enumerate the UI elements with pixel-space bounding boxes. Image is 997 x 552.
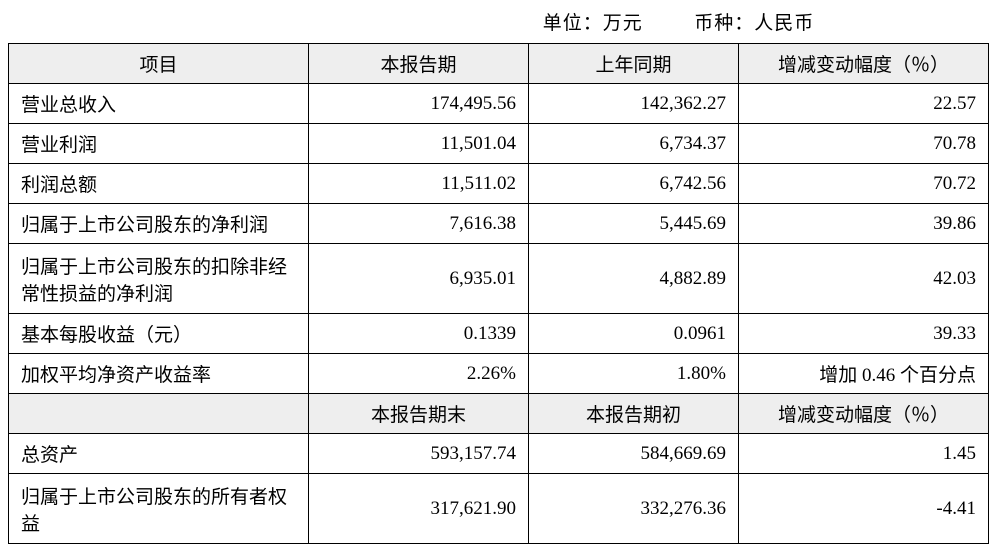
- row-change: 70.78: [739, 124, 989, 164]
- table-row: 营业总收入 174,495.56 142,362.27 22.57: [9, 84, 989, 124]
- table-row: 归属于上市公司股东的净利润 7,616.38 5,445.69 39.86: [9, 204, 989, 244]
- table-row: 营业利润 11,501.04 6,734.37 70.78: [9, 124, 989, 164]
- col-header-item-blank: [9, 394, 309, 434]
- row-prior: 1.80%: [529, 354, 739, 394]
- row-current: 11,501.04: [309, 124, 529, 164]
- table-header-row-1: 项目 本报告期 上年同期 增减变动幅度（％）: [9, 44, 989, 84]
- col-header-change: 增减变动幅度（％）: [739, 44, 989, 84]
- col-header-prior: 上年同期: [529, 44, 739, 84]
- row-current: 174,495.56: [309, 84, 529, 124]
- row-current: 6,935.01: [309, 244, 529, 314]
- unit-label: 单位：万元: [543, 13, 643, 34]
- row-prior: 4,882.89: [529, 244, 739, 314]
- row-current: 0.1339: [309, 314, 529, 354]
- row-prior: 584,669.69: [529, 434, 739, 474]
- row-change: 增加 0.46 个百分点: [739, 354, 989, 394]
- row-label: 加权平均净资产收益率: [9, 354, 309, 394]
- row-prior: 6,734.37: [529, 124, 739, 164]
- row-prior: 332,276.36: [529, 474, 739, 544]
- table-row: 加权平均净资产收益率 2.26% 1.80% 增加 0.46 个百分点: [9, 354, 989, 394]
- row-label: 营业总收入: [9, 84, 309, 124]
- table-header-row-2: 本报告期末 本报告期初 增减变动幅度（％）: [9, 394, 989, 434]
- row-prior: 6,742.56: [529, 164, 739, 204]
- table-row: 基本每股收益（元） 0.1339 0.0961 39.33: [9, 314, 989, 354]
- row-change: 22.57: [739, 84, 989, 124]
- row-prior: 0.0961: [529, 314, 739, 354]
- col-header-current: 本报告期: [309, 44, 529, 84]
- row-current: 2.26%: [309, 354, 529, 394]
- col-header-current-end: 本报告期末: [309, 394, 529, 434]
- currency-label: 币种：人民币: [694, 13, 814, 34]
- row-change: 39.86: [739, 204, 989, 244]
- col-header-change-2: 增减变动幅度（％）: [739, 394, 989, 434]
- row-label: 归属于上市公司股东的净利润: [9, 204, 309, 244]
- row-label: 归属于上市公司股东的所有者权益: [9, 474, 309, 544]
- row-label: 营业利润: [9, 124, 309, 164]
- row-current: 11,511.02: [309, 164, 529, 204]
- row-change: -4.41: [739, 474, 989, 544]
- row-prior: 5,445.69: [529, 204, 739, 244]
- row-change: 1.45: [739, 434, 989, 474]
- table-row: 归属于上市公司股东的扣除非经常性损益的净利润 6,935.01 4,882.89…: [9, 244, 989, 314]
- row-label: 基本每股收益（元）: [9, 314, 309, 354]
- row-change: 39.33: [739, 314, 989, 354]
- row-label: 利润总额: [9, 164, 309, 204]
- row-change: 42.03: [739, 244, 989, 314]
- row-label: 归属于上市公司股东的扣除非经常性损益的净利润: [9, 244, 309, 314]
- table-row: 总资产 593,157.74 584,669.69 1.45: [9, 434, 989, 474]
- row-current: 317,621.90: [309, 474, 529, 544]
- table-row: 利润总额 11,511.02 6,742.56 70.72: [9, 164, 989, 204]
- row-current: 593,157.74: [309, 434, 529, 474]
- col-header-current-begin: 本报告期初: [529, 394, 739, 434]
- row-label: 总资产: [9, 434, 309, 474]
- row-change: 70.72: [739, 164, 989, 204]
- financial-table: 项目 本报告期 上年同期 增减变动幅度（％） 营业总收入 174,495.56 …: [8, 43, 989, 544]
- row-prior: 142,362.27: [529, 84, 739, 124]
- row-current: 7,616.38: [309, 204, 529, 244]
- table-caption: 单位：万元 币种：人民币: [8, 8, 989, 35]
- table-row: 归属于上市公司股东的所有者权益 317,621.90 332,276.36 -4…: [9, 474, 989, 544]
- col-header-item: 项目: [9, 44, 309, 84]
